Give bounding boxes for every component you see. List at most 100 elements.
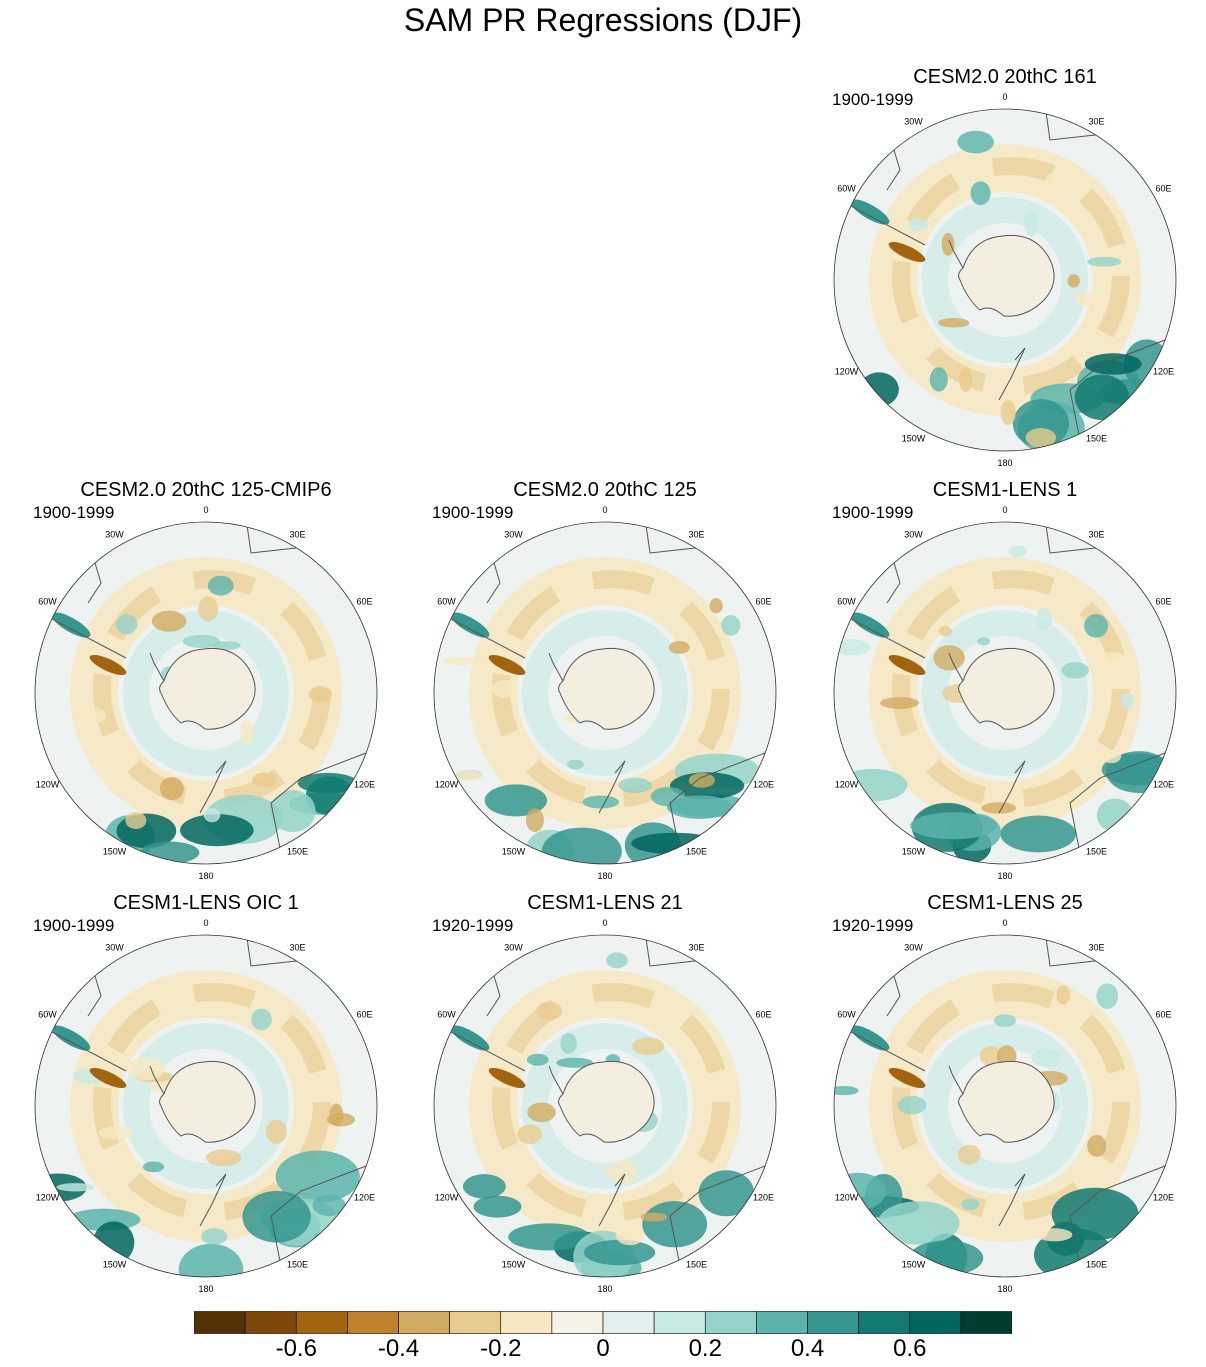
longitude-label: 30E — [1088, 943, 1104, 953]
longitude-label: 60E — [755, 597, 771, 607]
colorbar-swatch — [551, 1311, 604, 1334]
longitude-label: 150W — [502, 846, 526, 856]
longitude-label: 60W — [837, 597, 856, 607]
polar-map: 030E60E90E120E150E180150W120W90W60W30W — [833, 92, 1177, 466]
colorbar-swatch — [347, 1311, 399, 1334]
longitude-label: 30W — [504, 943, 523, 953]
longitude-label: 60E — [356, 597, 372, 607]
longitude-label: 60W — [38, 1010, 57, 1020]
map-panel: 030E60E90E120E150E180150W120W90W60W30WCE… — [832, 479, 1178, 879]
longitude-label: 150E — [1086, 846, 1107, 856]
colorbar-swatch — [398, 1311, 450, 1334]
colorbar-swatch — [858, 1311, 911, 1334]
colorbar — [194, 1311, 1012, 1334]
longitude-label: 150W — [103, 1259, 127, 1269]
polar-map: 030E60E90E120E150E180150W120W90W60W30W — [34, 918, 378, 1292]
longitude-label: 180 — [597, 1284, 612, 1292]
longitude-label: 120E — [753, 1193, 774, 1203]
longitude-label: 180 — [198, 871, 213, 879]
colorbar-swatch — [807, 1311, 859, 1334]
longitude-label: 30E — [688, 530, 704, 540]
colorbar-swatch — [244, 1311, 297, 1334]
longitude-label: 120W — [835, 367, 859, 377]
longitude-label: 120E — [753, 780, 774, 790]
longitude-label: 30E — [289, 530, 305, 540]
longitude-label: 180 — [997, 458, 1012, 466]
longitude-label: 120W — [435, 780, 459, 790]
colorbar-tick-label: 0.2 — [688, 1335, 722, 1362]
longitude-label: 120E — [1153, 780, 1174, 790]
longitude-label: 30E — [1088, 117, 1104, 127]
antarctica-coastline — [159, 1060, 256, 1143]
panel-title: CESM1-LENS 21 — [527, 892, 683, 914]
longitude-label: 0 — [1002, 92, 1007, 102]
antarctica-coastline — [958, 647, 1055, 730]
longitude-label: 60E — [1155, 184, 1171, 194]
longitude-label: 0 — [203, 505, 208, 515]
figure-title: SAM PR Regressions (DJF) — [403, 2, 803, 38]
longitude-label: 30W — [105, 943, 124, 953]
longitude-label: 60W — [837, 184, 856, 194]
panel-period: 1920-1999 — [832, 916, 914, 935]
longitude-label: 150W — [902, 1259, 926, 1269]
longitude-label: 120W — [835, 1193, 859, 1203]
longitude-label: 150W — [902, 846, 926, 856]
longitude-label: 120E — [1153, 367, 1174, 377]
colorbar-swatch — [960, 1311, 1012, 1334]
polar-map: 030E60E90E120E150E180150W120W90W60W30W — [433, 505, 777, 879]
longitude-label: 0 — [1002, 505, 1007, 515]
map-panel: 030E60E90E120E150E180150W120W90W60W30WCE… — [832, 892, 1178, 1292]
map-panel: 030E60E90E120E150E180150W120W90W60W30WCE… — [832, 66, 1178, 466]
colorbar-swatch — [653, 1311, 706, 1334]
longitude-label: 0 — [203, 918, 208, 928]
longitude-label: 150W — [502, 1259, 526, 1269]
polar-map: 030E60E90E120E150E180150W120W90W60W30W — [433, 918, 777, 1292]
colorbar-tick-label: 0.4 — [790, 1335, 825, 1362]
longitude-label: 60W — [437, 597, 456, 607]
longitude-label: 150E — [686, 846, 707, 856]
antarctica-coastline — [958, 234, 1055, 317]
longitude-label: 120E — [354, 780, 375, 790]
longitude-label: 30W — [904, 530, 923, 540]
panel-period: 1920-1999 — [432, 916, 514, 935]
longitude-label: 30W — [504, 530, 523, 540]
longitude-label: 180 — [997, 871, 1012, 879]
longitude-label: 60W — [837, 1010, 856, 1020]
longitude-label: 120W — [36, 1193, 60, 1203]
longitude-label: 180 — [198, 1284, 213, 1292]
panel-period: 1900-1999 — [832, 90, 914, 109]
panel-title: CESM2.0 20thC 125-CMIP6 — [80, 479, 332, 501]
colorbar-swatch — [194, 1311, 246, 1334]
longitude-label: 0 — [1002, 918, 1007, 928]
panel-period: 1900-1999 — [33, 503, 115, 522]
longitude-label: 150W — [902, 433, 926, 443]
colorbar-tick-label: 0.6 — [893, 1335, 927, 1362]
polar-map: 030E60E90E120E150E180150W120W90W60W30W — [833, 505, 1177, 879]
polar-map: 030E60E90E120E150E180150W120W90W60W30W — [833, 918, 1177, 1292]
panel-title: CESM1-LENS 25 — [927, 892, 1083, 914]
longitude-label: 30E — [688, 943, 704, 953]
longitude-label: 120W — [435, 1193, 459, 1203]
map-panel: 030E60E90E120E150E180150W120W90W60W30WCE… — [432, 479, 778, 879]
colorbar-tick-label: -0.6 — [275, 1335, 317, 1362]
panel-title: CESM2.0 20thC 125 — [513, 479, 697, 501]
colorbar-swatch — [704, 1311, 757, 1334]
longitude-label: 0 — [602, 505, 607, 515]
longitude-label: 0 — [602, 918, 607, 928]
longitude-label: 150E — [1086, 1259, 1107, 1269]
polar-map: 030E60E90E120E150E180150W120W90W60W30W — [34, 505, 378, 879]
colorbar-swatch — [295, 1311, 348, 1334]
panel-title: CESM1-LENS 1 — [932, 479, 1078, 501]
longitude-label: 30E — [289, 943, 305, 953]
longitude-label: 30W — [904, 943, 923, 953]
antarctica-coastline — [558, 647, 655, 730]
colorbar-tick-label: 0 — [596, 1335, 610, 1362]
longitude-label: 120E — [354, 1193, 375, 1203]
panel-period: 1900-1999 — [432, 503, 514, 522]
longitude-label: 60E — [356, 1010, 372, 1020]
colorbar-swatch — [500, 1311, 553, 1334]
longitude-label: 60W — [38, 597, 57, 607]
longitude-label: 30W — [904, 117, 923, 127]
colorbar-tick-label: -0.4 — [377, 1335, 420, 1362]
antarctica-coastline — [958, 1060, 1055, 1143]
